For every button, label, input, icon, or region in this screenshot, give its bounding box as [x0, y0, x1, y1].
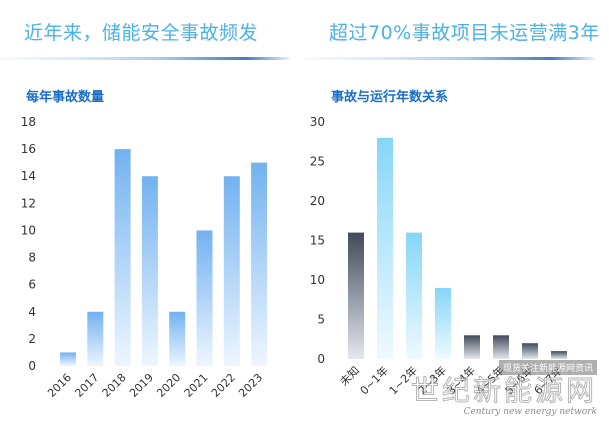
y-tick-label: 10 — [21, 223, 36, 237]
chart-panel-yearly-accidents: 近年来，储能安全事故频发 每年事故数量 0 2 4 6 8 10 12 14 16 18 2016 2… — [0, 0, 304, 429]
headline-left: 近年来，储能安全事故频发 — [24, 22, 259, 44]
bar-2021 — [196, 230, 213, 366]
y-tick-label: 0 — [28, 359, 36, 373]
bar-6~7年 — [551, 351, 567, 359]
y-tick-label: 8 — [28, 251, 36, 265]
x-tick-label: 未知 — [337, 363, 362, 388]
x-tick-label: 2017 — [72, 371, 101, 400]
y-tick-label: 5 — [317, 313, 325, 327]
x-tick-label: 2018 — [100, 371, 129, 400]
headline-right: 超过70%事故项目未运营满3年 — [329, 22, 600, 44]
x-tick-label: 4~5年 — [473, 363, 507, 397]
bar-2022 — [223, 176, 240, 366]
bar-1~2年 — [406, 232, 422, 359]
y-tick-label: 0 — [317, 352, 325, 366]
bar-0~1年 — [377, 137, 393, 359]
y-tick-label: 30 — [310, 115, 325, 129]
x-tick-label: 5~6年 — [502, 363, 536, 397]
y-tick-label: 2 — [28, 332, 36, 346]
x-tick-label: 0~1年 — [357, 363, 391, 397]
x-tick-label: 2019 — [127, 371, 156, 400]
x-tick-label: 2020 — [154, 371, 183, 400]
y-tick-label: 12 — [21, 196, 36, 210]
x-tick-label: 2022 — [209, 371, 238, 400]
headline-underline-left — [0, 57, 290, 60]
x-tick-label: 6~7年 — [531, 363, 565, 397]
y-tick-label: 4 — [28, 305, 36, 319]
x-tick-label: 2023 — [236, 371, 265, 400]
bar-3~4年 — [464, 335, 480, 359]
bar-4~5年 — [493, 335, 509, 359]
bar-2018 — [114, 149, 131, 366]
x-tick-label: 2016 — [45, 371, 74, 400]
y-tick-label: 10 — [310, 273, 325, 287]
y-tick-label: 16 — [21, 142, 36, 156]
bar-2020 — [169, 311, 186, 366]
y-tick-label: 14 — [21, 169, 36, 183]
headline-underline-right — [305, 57, 595, 60]
bar-2017 — [87, 311, 104, 366]
chart-title-right: 事故与运行年数关系 — [331, 90, 449, 105]
y-tick-label: 15 — [310, 234, 325, 248]
chart-title-left: 每年事故数量 — [26, 90, 105, 105]
y-tick-label: 20 — [310, 194, 325, 208]
x-tick-label: 1~2年 — [386, 363, 420, 397]
y-tick-label: 18 — [21, 115, 36, 129]
bar-chart-yearly-accidents: 0246810121416182016201720182019202020212… — [21, 115, 268, 400]
x-tick-label: 3~4年 — [444, 363, 478, 397]
bar-chart-operating-years: 0 5 10 15 20 25 30 未知0~1年1~2年2~3年3~4年4~5年5~6年6~… — [310, 115, 567, 397]
bar-2016 — [60, 352, 76, 366]
x-tick-label: 2021 — [182, 371, 211, 400]
bar-5~6年 — [522, 343, 538, 359]
chart-panel-operating-years: 超过70%事故项目未运营满3年 事故与运行年数关系 0 5 10 15 20 25 30 未知… — [305, 0, 609, 429]
x-tick-label: 2~3年 — [415, 363, 449, 397]
bar-2023 — [251, 162, 268, 366]
y-tick-label: 25 — [310, 155, 325, 169]
bar-2~3年 — [435, 287, 451, 359]
y-tick-label: 6 — [28, 278, 36, 292]
bar-未知 — [348, 232, 364, 359]
bar-2019 — [141, 176, 158, 366]
